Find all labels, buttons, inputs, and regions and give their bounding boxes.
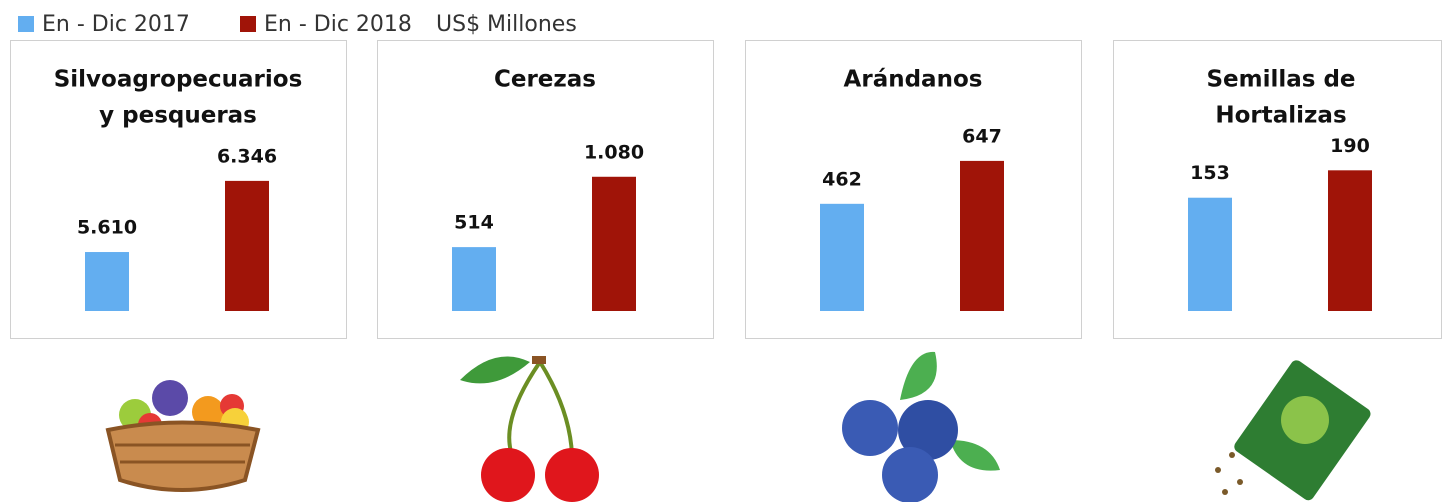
bar <box>820 203 864 311</box>
unit-note: US$ Millones <box>436 12 577 37</box>
bar <box>452 247 496 311</box>
value-label: 462 <box>822 168 862 190</box>
value-label: 647 <box>962 125 1002 147</box>
value-label: 5.610 <box>77 217 137 239</box>
bar <box>592 176 636 311</box>
bar <box>1328 170 1372 311</box>
bar <box>1188 197 1232 311</box>
blueberry-icon <box>842 351 1000 502</box>
panel <box>1113 40 1442 339</box>
bar <box>225 180 269 311</box>
chart-title: Arándanos <box>844 67 983 93</box>
chart-title: Semillas de <box>1206 67 1355 93</box>
value-label: 190 <box>1330 135 1370 157</box>
bar <box>85 252 129 311</box>
legend-swatch <box>240 16 256 32</box>
chart-title: Cerezas <box>494 67 596 93</box>
bar <box>960 160 1004 311</box>
chart-title: Silvoagropecuarios <box>54 67 303 93</box>
panel <box>745 40 1082 339</box>
chart-title: y pesqueras <box>99 103 257 129</box>
value-label: 6.346 <box>217 145 277 167</box>
legend-label: En - Dic 2017 <box>42 12 190 37</box>
value-label: 514 <box>454 212 494 234</box>
value-label: 153 <box>1190 162 1230 184</box>
fruit-basket-icon <box>105 380 261 492</box>
chart-title: Hortalizas <box>1215 103 1346 129</box>
seed-packet-icon <box>1215 360 1371 501</box>
value-label: 1.080 <box>584 141 644 163</box>
legend-swatch <box>18 16 34 32</box>
legend-label: En - Dic 2018 <box>264 12 412 37</box>
panel <box>10 40 347 339</box>
panel <box>377 40 714 339</box>
cherry-icon <box>460 356 599 502</box>
